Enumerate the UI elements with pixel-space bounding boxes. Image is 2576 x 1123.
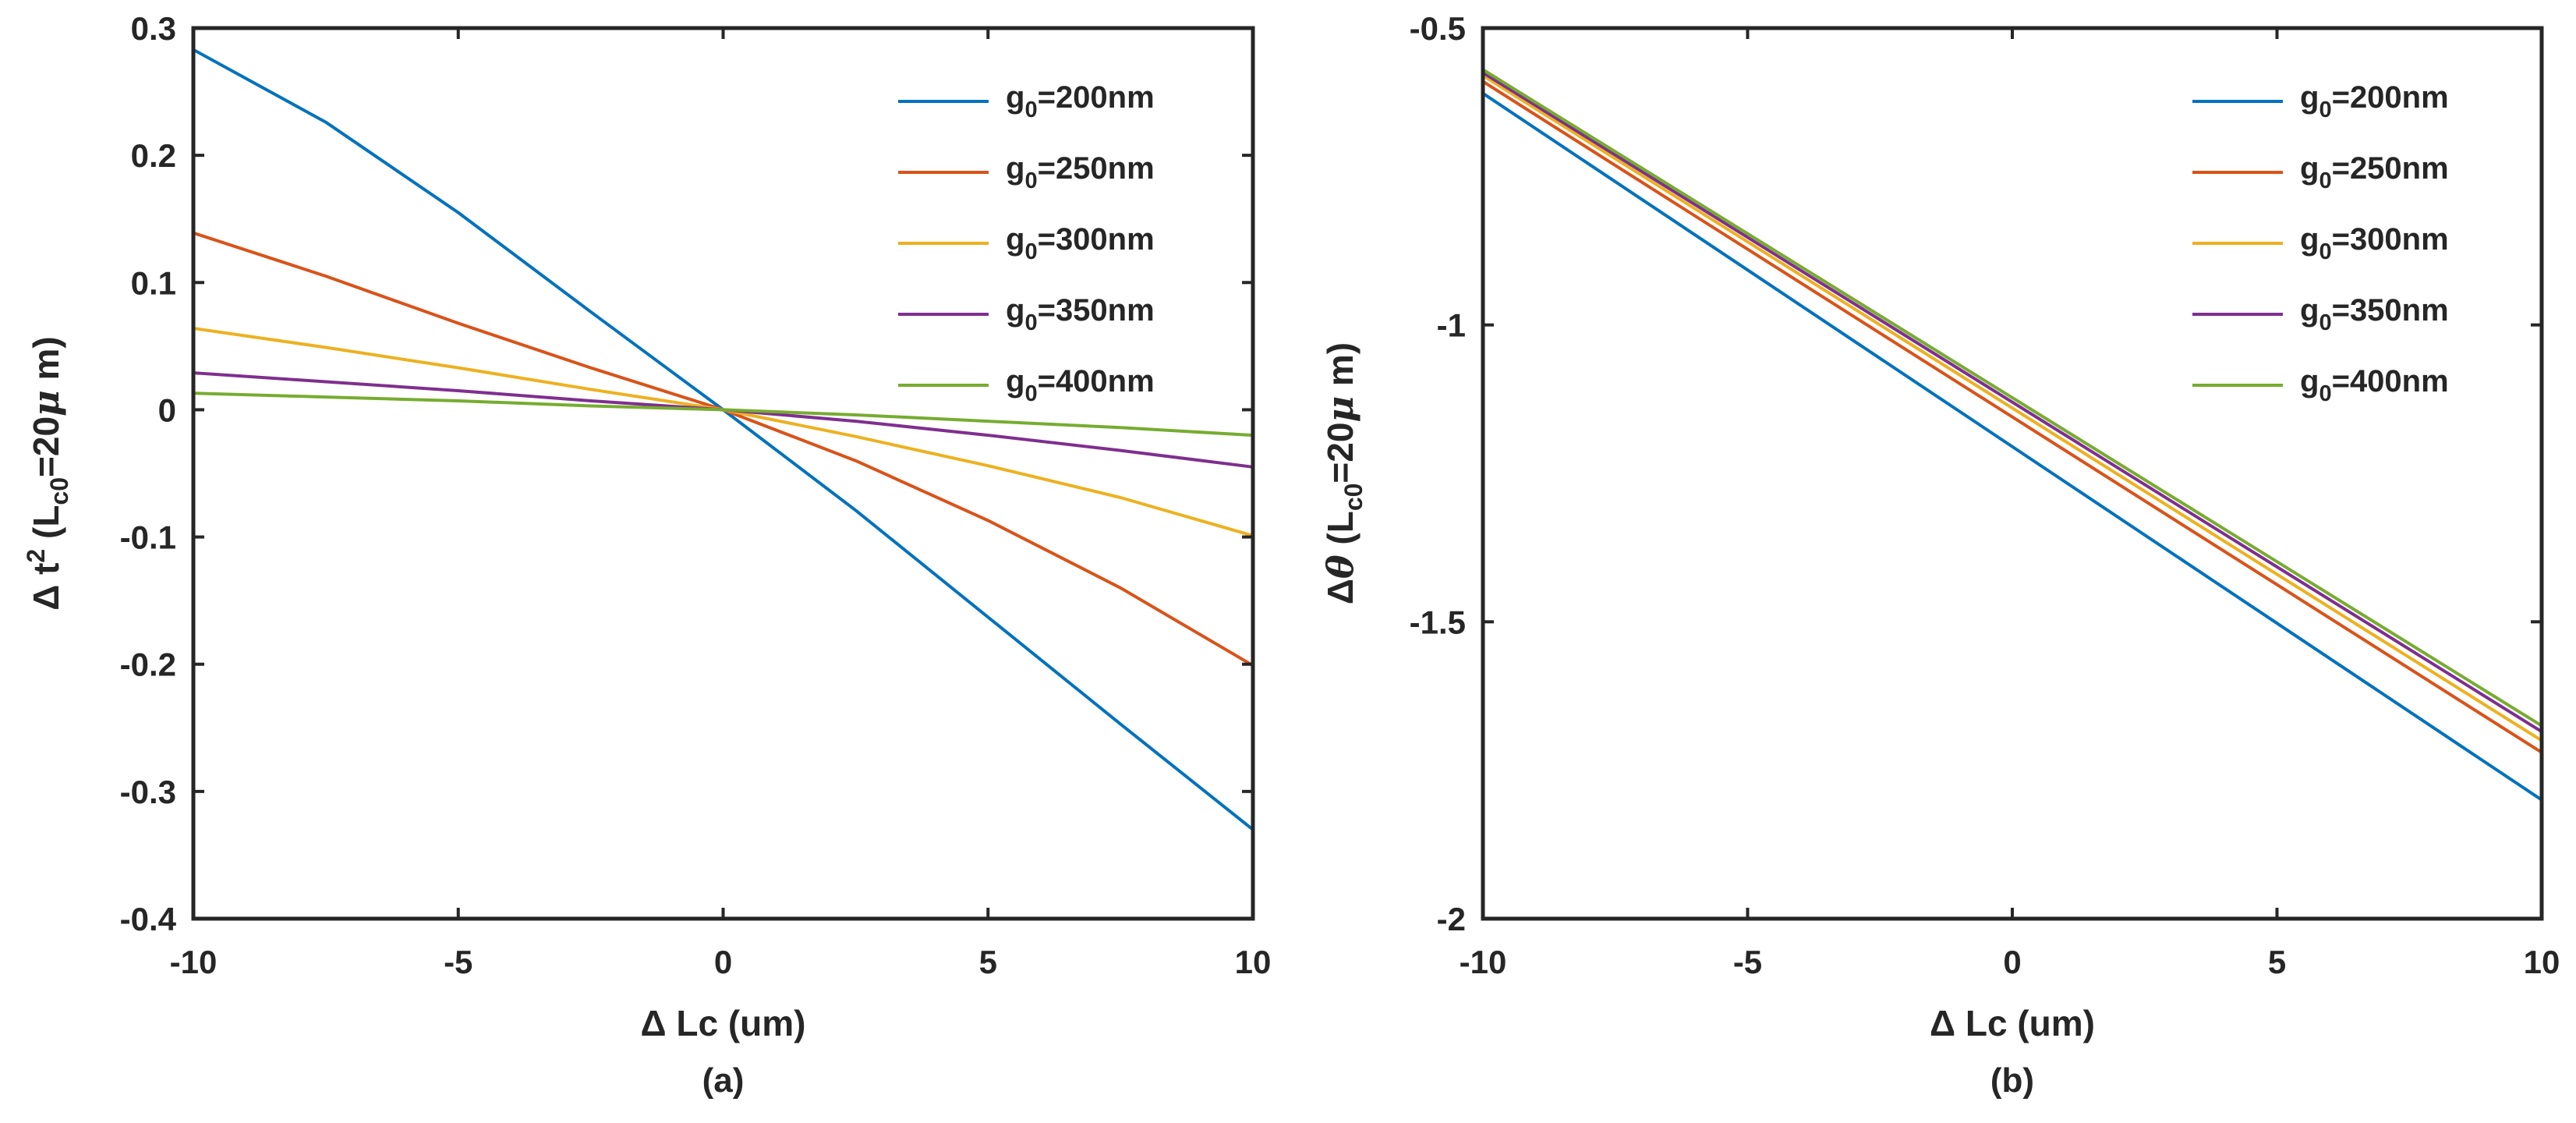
y-label-rest: =20: [1320, 423, 1361, 484]
legend-sub: 0: [2319, 239, 2331, 264]
legend-rest: =250nm: [1038, 151, 1155, 186]
x-tick-label: 10: [1235, 944, 1272, 980]
legend-rest: =350nm: [1038, 293, 1155, 328]
y-label-close: m): [1320, 342, 1361, 396]
legend-entry: g0=200nm: [2300, 80, 2449, 122]
legend-main: g: [2300, 80, 2319, 115]
y-label-mu: μ: [25, 390, 67, 416]
y-tick-label: 0.1: [131, 264, 176, 301]
y-tick-label: 0.3: [131, 10, 176, 47]
legend-sub: 0: [1024, 310, 1037, 335]
x-tick-label: 0: [714, 944, 732, 980]
panel-a: -10 -5 0 5 10 -0.4 -0.3 -0.2 -0.1 0 0.1 0.2 0.3 Δ Lc …: [22, 10, 1271, 1100]
series-line-g0=200nm: [1481, 92, 2543, 802]
legend-entry: g0=300nm: [2300, 222, 2449, 264]
series-line-g0=400nm: [193, 391, 1254, 438]
y-label-mu: μ: [1319, 396, 1361, 423]
legend-sub: 0: [2319, 168, 2331, 193]
legend-rest: =250nm: [2332, 151, 2449, 186]
legend-entry: g0=400nm: [2300, 364, 2449, 406]
panel-b: -10 -5 0 5 10-2-1.5-1-0.5Δ Lc (um)Δθ (Lc0=20…: [1319, 10, 2560, 1100]
y-tick-label: 0: [158, 391, 176, 428]
series-line-g0=350nm: [1481, 71, 2543, 733]
series-line-g0=400nm: [1481, 68, 2543, 728]
legend-rest: =300nm: [2332, 222, 2449, 257]
y-label-prefix: Δ: [1320, 579, 1361, 604]
y-tick-label: -0.3: [120, 774, 176, 810]
panel-caption: (a): [702, 1061, 745, 1100]
y-tick-label: -0.1: [120, 519, 176, 556]
y-label-close: m): [26, 336, 66, 390]
legend-rest: =400nm: [1038, 364, 1155, 399]
legend-main: g: [2300, 222, 2319, 257]
legend-entry: g0=300nm: [1006, 222, 1155, 264]
x-tick-label: 5: [2268, 944, 2286, 980]
legend-entry: g0=350nm: [1006, 293, 1155, 335]
series-line-g0=300nm: [193, 327, 1254, 537]
legend-entry: g0=250nm: [1006, 151, 1155, 193]
legend-rest: =200nm: [1038, 80, 1155, 115]
legend-main: g: [1006, 364, 1024, 399]
y-tick-label: -1.5: [1410, 604, 1466, 640]
y-label-sub: c0: [1339, 484, 1368, 512]
legend-main: g: [2300, 151, 2319, 186]
legend-sub: 0: [2319, 381, 2331, 406]
legend-main: g: [1006, 151, 1024, 186]
y-label-sub: c0: [45, 477, 73, 505]
legend-main: g: [1006, 80, 1024, 115]
y-label-prefix: Δ t: [26, 563, 66, 611]
legend-sub: 0: [1024, 97, 1037, 122]
y-axis-label: Δ t2 (Lc0=20μ m): [22, 336, 73, 610]
legend-sub: 0: [2319, 97, 2331, 122]
legend-main: g: [2300, 293, 2319, 328]
y-label-theta: θ: [1319, 554, 1361, 579]
series-line-g0=250nm: [1481, 80, 2543, 754]
x-tick-label: -5: [1733, 944, 1762, 980]
y-tick-label: -0.2: [120, 647, 176, 683]
y-tick-label: -0.5: [1410, 10, 1466, 47]
legend-rest: =350nm: [2332, 293, 2449, 328]
y-tick-label: 0.2: [131, 137, 176, 174]
series-line-g0=300nm: [1481, 74, 2543, 742]
legend-main: g: [1006, 293, 1024, 328]
y-tick-label: -0.4: [120, 901, 177, 937]
legend-rest: =200nm: [2332, 80, 2449, 115]
x-tick-label: -10: [170, 944, 218, 980]
legend-main: g: [1006, 222, 1024, 257]
x-axis-label: Δ Lc (um): [1930, 1003, 2095, 1043]
legend-rest: =300nm: [1038, 222, 1155, 257]
legend-entry: g0=200nm: [1006, 80, 1155, 122]
y-axis-label: Δθ (Lc0=20μ m): [1319, 342, 1368, 604]
legend-rest: =400nm: [2332, 364, 2449, 399]
x-tick-label: 10: [2524, 944, 2560, 980]
legend-sub: 0: [1024, 168, 1037, 193]
y-tick-label: -2: [1437, 901, 1466, 937]
legend-sub: 0: [1024, 381, 1037, 406]
legend-entry: g0=350nm: [2300, 293, 2449, 335]
legend-entry: g0=400nm: [1006, 364, 1155, 406]
x-axis-label: Δ Lc (um): [641, 1003, 806, 1043]
y-tick-label: -1: [1437, 307, 1466, 344]
y-label-rest: =20: [26, 416, 66, 477]
x-tick-label: 5: [979, 944, 997, 980]
x-tick-label: -5: [444, 944, 472, 980]
legend-sub: 0: [1024, 239, 1037, 264]
legend-entry: g0=250nm: [2300, 151, 2449, 193]
x-tick-label: -10: [1460, 944, 1507, 980]
legend-sub: 0: [2319, 310, 2331, 335]
y-label-open: (L: [1320, 511, 1361, 554]
panel-caption: (b): [1990, 1061, 2034, 1100]
x-tick-label: 0: [2003, 944, 2021, 980]
legend-main: g: [2300, 364, 2319, 399]
y-label-open: (L: [26, 505, 66, 549]
y-label-sup: 2: [22, 549, 50, 563]
